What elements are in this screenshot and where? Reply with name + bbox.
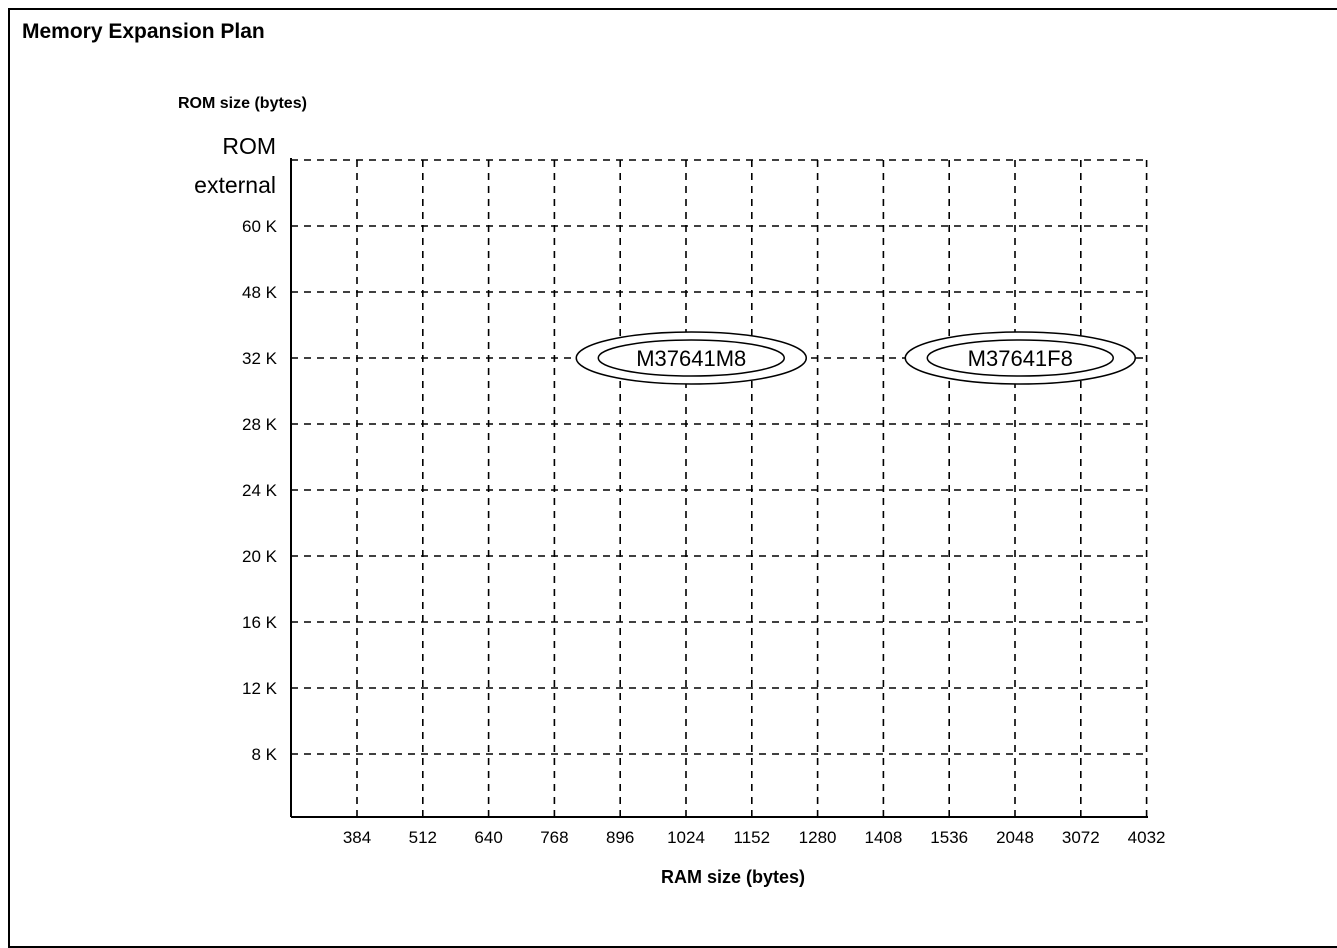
- product-label: M37641F8: [968, 346, 1073, 371]
- y-tick-label: 20 K: [242, 547, 278, 566]
- chart-title: Memory Expansion Plan: [22, 20, 265, 43]
- product-marker: M37641M8: [575, 331, 808, 385]
- x-tick-label: 4032: [1128, 828, 1166, 847]
- x-tick-label: 512: [409, 828, 437, 847]
- product-marker: M37641F8: [904, 331, 1137, 385]
- product-ellipse-inner: [926, 339, 1115, 377]
- x-tick-label: 640: [474, 828, 502, 847]
- x-axis-label: RAM size (bytes): [661, 867, 805, 887]
- x-tick-label: 896: [606, 828, 634, 847]
- x-tick-label: 1408: [864, 828, 902, 847]
- axis-layer: [290, 158, 1148, 818]
- product-ellipse-inner: [597, 339, 786, 377]
- point-layer: M37641M8 M37641F8: [575, 331, 1137, 385]
- y-tick-label: 12 K: [242, 679, 278, 698]
- y-tick-label: 28 K: [242, 415, 278, 434]
- y-axis-label: ROM size (bytes): [178, 95, 307, 112]
- tick-layer: 8 K 12 K 16 K 20 K 24 K 28 K 32 K 48 K 60 K ROM ex…: [194, 133, 1165, 847]
- product-label: M37641M8: [636, 346, 746, 371]
- y-tick-label-external: external: [194, 172, 276, 198]
- y-tick-label: 24 K: [242, 481, 278, 500]
- y-tick-label: 60 K: [242, 217, 278, 236]
- x-tick-label: 3072: [1062, 828, 1100, 847]
- x-tick-label: 2048: [996, 828, 1034, 847]
- x-tick-label: 384: [343, 828, 371, 847]
- x-tick-label: 1024: [667, 828, 705, 847]
- x-tick-label: 1152: [734, 828, 771, 847]
- y-tick-label-rom: ROM: [222, 133, 276, 159]
- grid-layer: [291, 159, 1148, 817]
- y-tick-label: 8 K: [251, 745, 277, 764]
- x-tick-label: 1536: [930, 828, 968, 847]
- y-tick-label: 32 K: [242, 349, 278, 368]
- x-tick-label: 768: [540, 828, 568, 847]
- y-tick-label: 48 K: [242, 283, 278, 302]
- y-tick-label: 16 K: [242, 613, 278, 632]
- x-tick-label: 1280: [799, 828, 837, 847]
